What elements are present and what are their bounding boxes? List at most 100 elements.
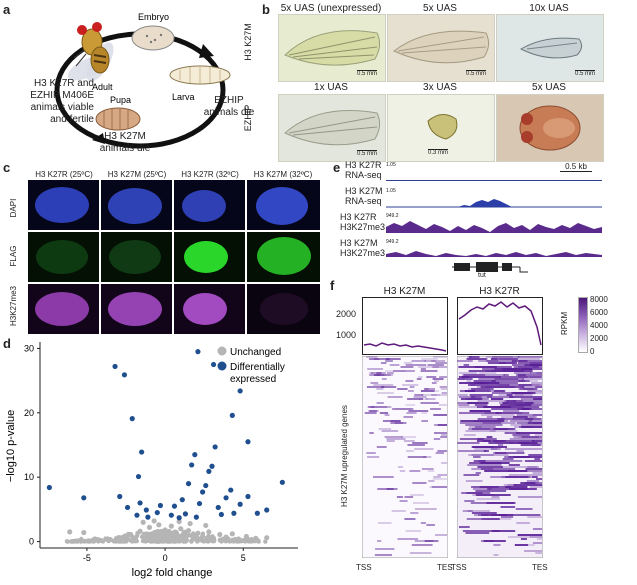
gene-label: tut <box>478 272 486 279</box>
heatmap-cell <box>508 384 542 386</box>
panel-f-label: f <box>330 278 335 293</box>
point-de <box>279 479 285 485</box>
x-tick-label: 5 <box>241 553 246 563</box>
heatmap-cell <box>468 390 504 392</box>
heatmap-cell <box>525 402 542 404</box>
track-1-max: 1.05 <box>386 162 396 168</box>
point-unchanged <box>187 520 193 527</box>
legend-de-line2: expressed <box>230 374 276 385</box>
heatmap-cell <box>371 406 392 408</box>
point-unchanged <box>153 529 159 536</box>
heatmap-cell <box>504 432 520 434</box>
heatmap-cell <box>416 378 422 380</box>
heatmap-cell <box>468 384 510 386</box>
point-de <box>81 495 87 501</box>
f-profile-k27m <box>362 297 448 355</box>
heatmap-cell <box>496 412 530 414</box>
heatmap-cell <box>403 440 415 442</box>
heatmap-cell <box>498 514 541 516</box>
heatmap-cell <box>385 370 406 372</box>
heatmap-cell <box>369 372 374 374</box>
heatmap-cell <box>501 466 538 468</box>
heatmap-cell <box>532 528 542 530</box>
point-unchanged <box>151 518 157 524</box>
point-unchanged <box>185 528 192 534</box>
heatmap-cell <box>419 398 428 400</box>
wing-image-5x: 0.5 mm <box>387 14 495 82</box>
point-de <box>245 493 251 500</box>
heatmap-cell <box>517 496 542 498</box>
heatmap-cell <box>405 364 427 366</box>
heatmap-cell <box>505 476 529 478</box>
point-unchanged <box>246 538 251 544</box>
heatmap-cell <box>471 428 508 430</box>
heatmap-cell <box>498 394 524 396</box>
point-unchanged <box>82 539 87 544</box>
heatmap-cell <box>403 362 413 364</box>
heatmap-cell <box>498 384 540 386</box>
dapi-row <box>28 180 320 230</box>
heatmap-cell <box>431 360 436 362</box>
heatmap-cell <box>376 402 384 404</box>
heatmap-cell <box>421 394 438 396</box>
heatmap-cell <box>516 414 542 416</box>
heatmap-cell <box>473 380 496 382</box>
f-colorbar <box>578 297 588 353</box>
f-colorbar-tick-0: 0 <box>590 347 595 356</box>
heatmap-cell <box>394 408 412 410</box>
heatmap-cell <box>406 450 414 452</box>
heatmap-cell <box>473 456 481 458</box>
point-de <box>185 481 192 487</box>
point-unchanged <box>210 535 217 541</box>
heatmap-cell <box>491 358 518 360</box>
heatmap-cell <box>526 480 540 482</box>
heatmap-cell <box>469 410 490 412</box>
heatmap-cell <box>471 388 494 390</box>
heatmap-cell <box>367 386 385 388</box>
heatmap-cell <box>366 452 376 454</box>
heatmap-cell <box>495 452 525 454</box>
heatmap-cell <box>495 442 513 444</box>
point-unchanged <box>140 519 146 525</box>
heatmap-cell <box>426 524 435 526</box>
heatmap-cell <box>489 430 518 432</box>
heatmap-cell <box>427 470 435 472</box>
heatmap-cell <box>418 376 423 378</box>
heatmap-cell <box>421 358 438 360</box>
viable-text: H3 K27R and EZHIP M406E animals viable a… <box>30 78 94 125</box>
heatmap-cell <box>493 452 507 454</box>
heatmap-cell <box>390 420 401 422</box>
life-cycle-diagram: Embryo Larva Pupa Adult <box>54 12 231 149</box>
heatmap-cell <box>527 422 542 424</box>
point-de <box>137 500 143 506</box>
heatmap-cell <box>480 386 525 388</box>
heatmap-cell <box>434 424 447 426</box>
heatmap-cell <box>467 510 490 512</box>
heatmap-cell <box>486 462 501 464</box>
heatmap-cell <box>477 400 509 402</box>
scale-label: 0.5 mm <box>465 70 486 77</box>
heatmap-cell <box>407 398 424 400</box>
heatmap-cell <box>527 516 542 518</box>
heatmap-cell <box>504 400 542 402</box>
heatmap-cell <box>521 408 542 410</box>
heatmap-cell <box>501 370 532 372</box>
heatmap-cell <box>518 360 542 362</box>
heatmap-cell <box>369 432 374 434</box>
track-4-signal <box>386 251 602 257</box>
heatmap-cell <box>438 394 447 396</box>
heatmap-cell <box>494 378 524 380</box>
heatmap-cell <box>476 498 501 500</box>
heatmap-cell <box>457 402 479 404</box>
heatmap-cell <box>520 444 541 446</box>
heatmap-cell <box>485 386 516 388</box>
heatmap-cell <box>497 444 504 446</box>
heatmap-cell <box>532 476 538 478</box>
point-de <box>171 503 178 509</box>
point-unchanged <box>67 529 73 535</box>
heatmap-cell <box>399 470 406 472</box>
heatmap-cell <box>418 366 439 368</box>
point-unchanged <box>79 536 84 542</box>
f-colorbar-tick-2000: 2000 <box>590 334 608 343</box>
heatmap-cell <box>504 448 542 450</box>
